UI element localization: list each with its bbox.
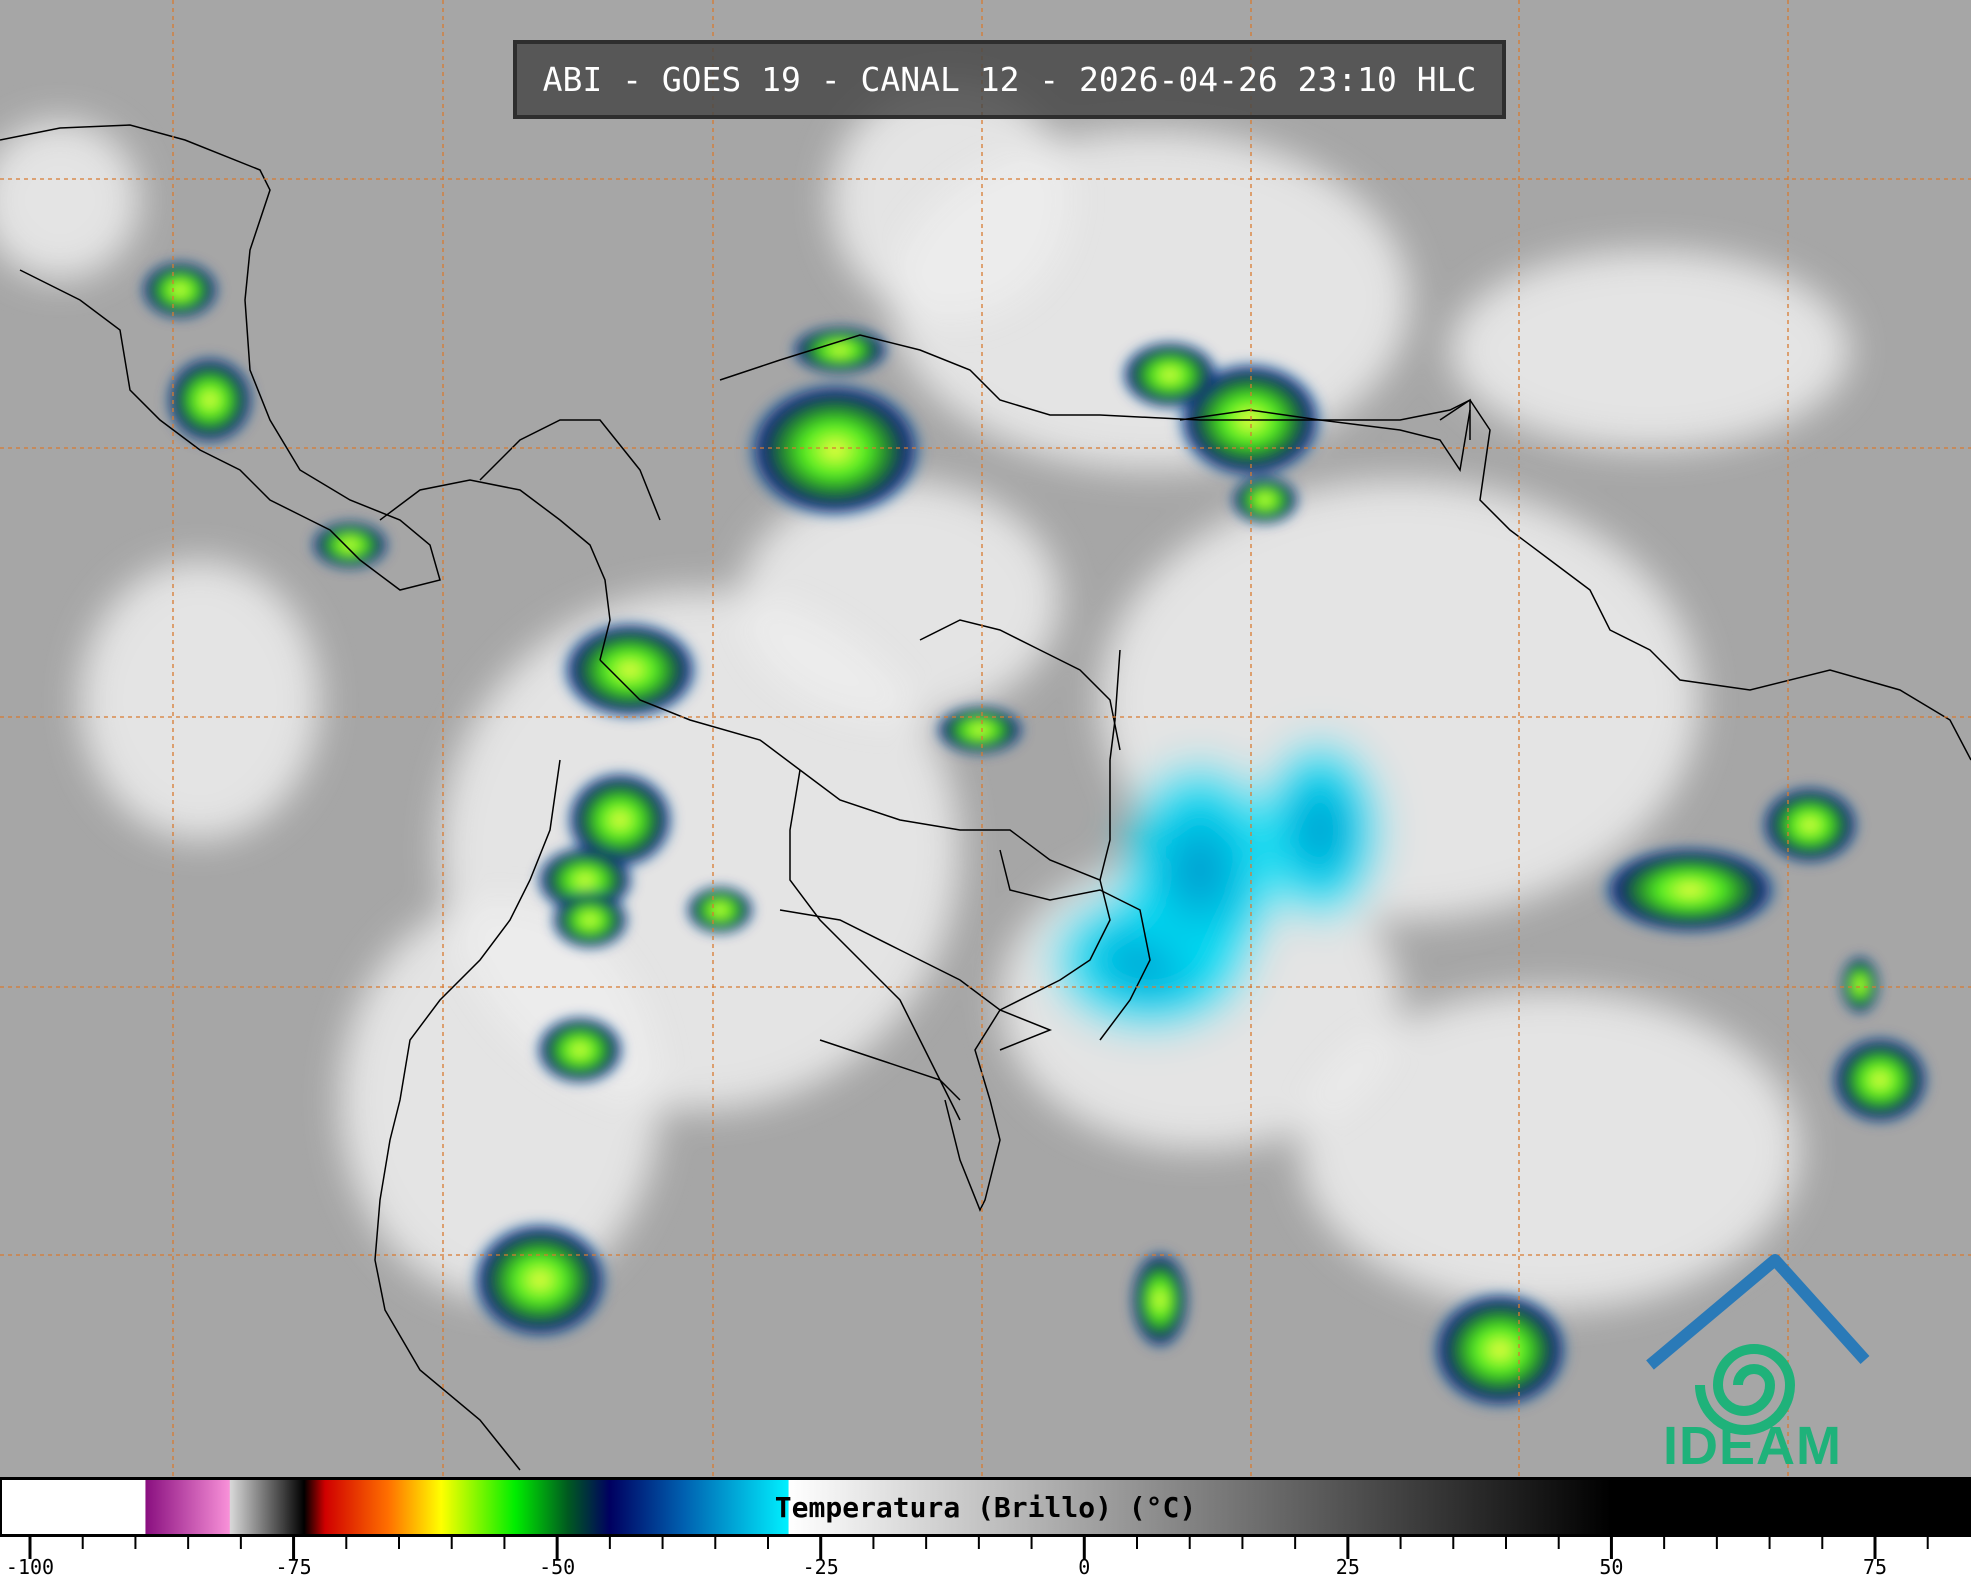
storm-cell [535,1015,625,1085]
colorbar-tick-label: -25 [803,1555,839,1577]
storm-cell [685,885,755,935]
storm-cell [1230,475,1300,525]
storm-cell [560,620,700,720]
colorbar-gradient [2,1480,1971,1534]
storm-cell [310,520,390,570]
image-title: ABI - GOES 19 - CANAL 12 - 2026-04-26 23… [513,40,1506,119]
storm-cell [140,260,220,320]
colorbar-tick-label: 25 [1336,1555,1360,1577]
colorbar-tick-label: -100 [6,1555,54,1577]
storm-cell [550,890,630,950]
satellite-map [0,0,1971,1477]
storm-cell [1830,1035,1930,1125]
colorbar-label: Temperatura (Brillo) (°C) [774,1491,1197,1524]
colorbar-tick-label: 75 [1863,1555,1887,1577]
storm-cell [1430,1290,1570,1410]
storm-cell [1600,845,1780,935]
storm-cell [745,380,925,520]
storm-cell [935,705,1025,755]
storm-cell [470,1220,610,1340]
colorbar-tick-label: -75 [276,1555,312,1577]
lat-lon-grid [0,0,1971,1477]
logo-text: IDEAM [1663,1416,1842,1476]
storm-cell [565,770,675,870]
storm-cell [790,325,890,375]
colorbar [0,1477,1971,1537]
coastlines-borders [0,124,1971,1471]
colorbar-ticks: -100 -75 -50 -25 0 25 50 75 [6,1537,1929,1577]
convective-cells [140,260,1930,1410]
storm-cell [1760,785,1860,865]
storm-cell [1120,340,1220,410]
colorbar-tick-label: -50 [539,1555,575,1577]
storm-cell [1840,955,1880,1015]
storm-cell [1130,1250,1190,1350]
storm-cell [165,355,255,445]
colorbar-tick-label: 0 [1078,1555,1090,1577]
colorbar-tick-label: 50 [1599,1555,1623,1577]
cloud-cover [0,80,1850,1310]
ideam-logo [1646,1254,1870,1435]
colorbar-legend: Temperatura (Brillo) (°C) -100 -75 -50 -25 0… [0,1477,1971,1577]
